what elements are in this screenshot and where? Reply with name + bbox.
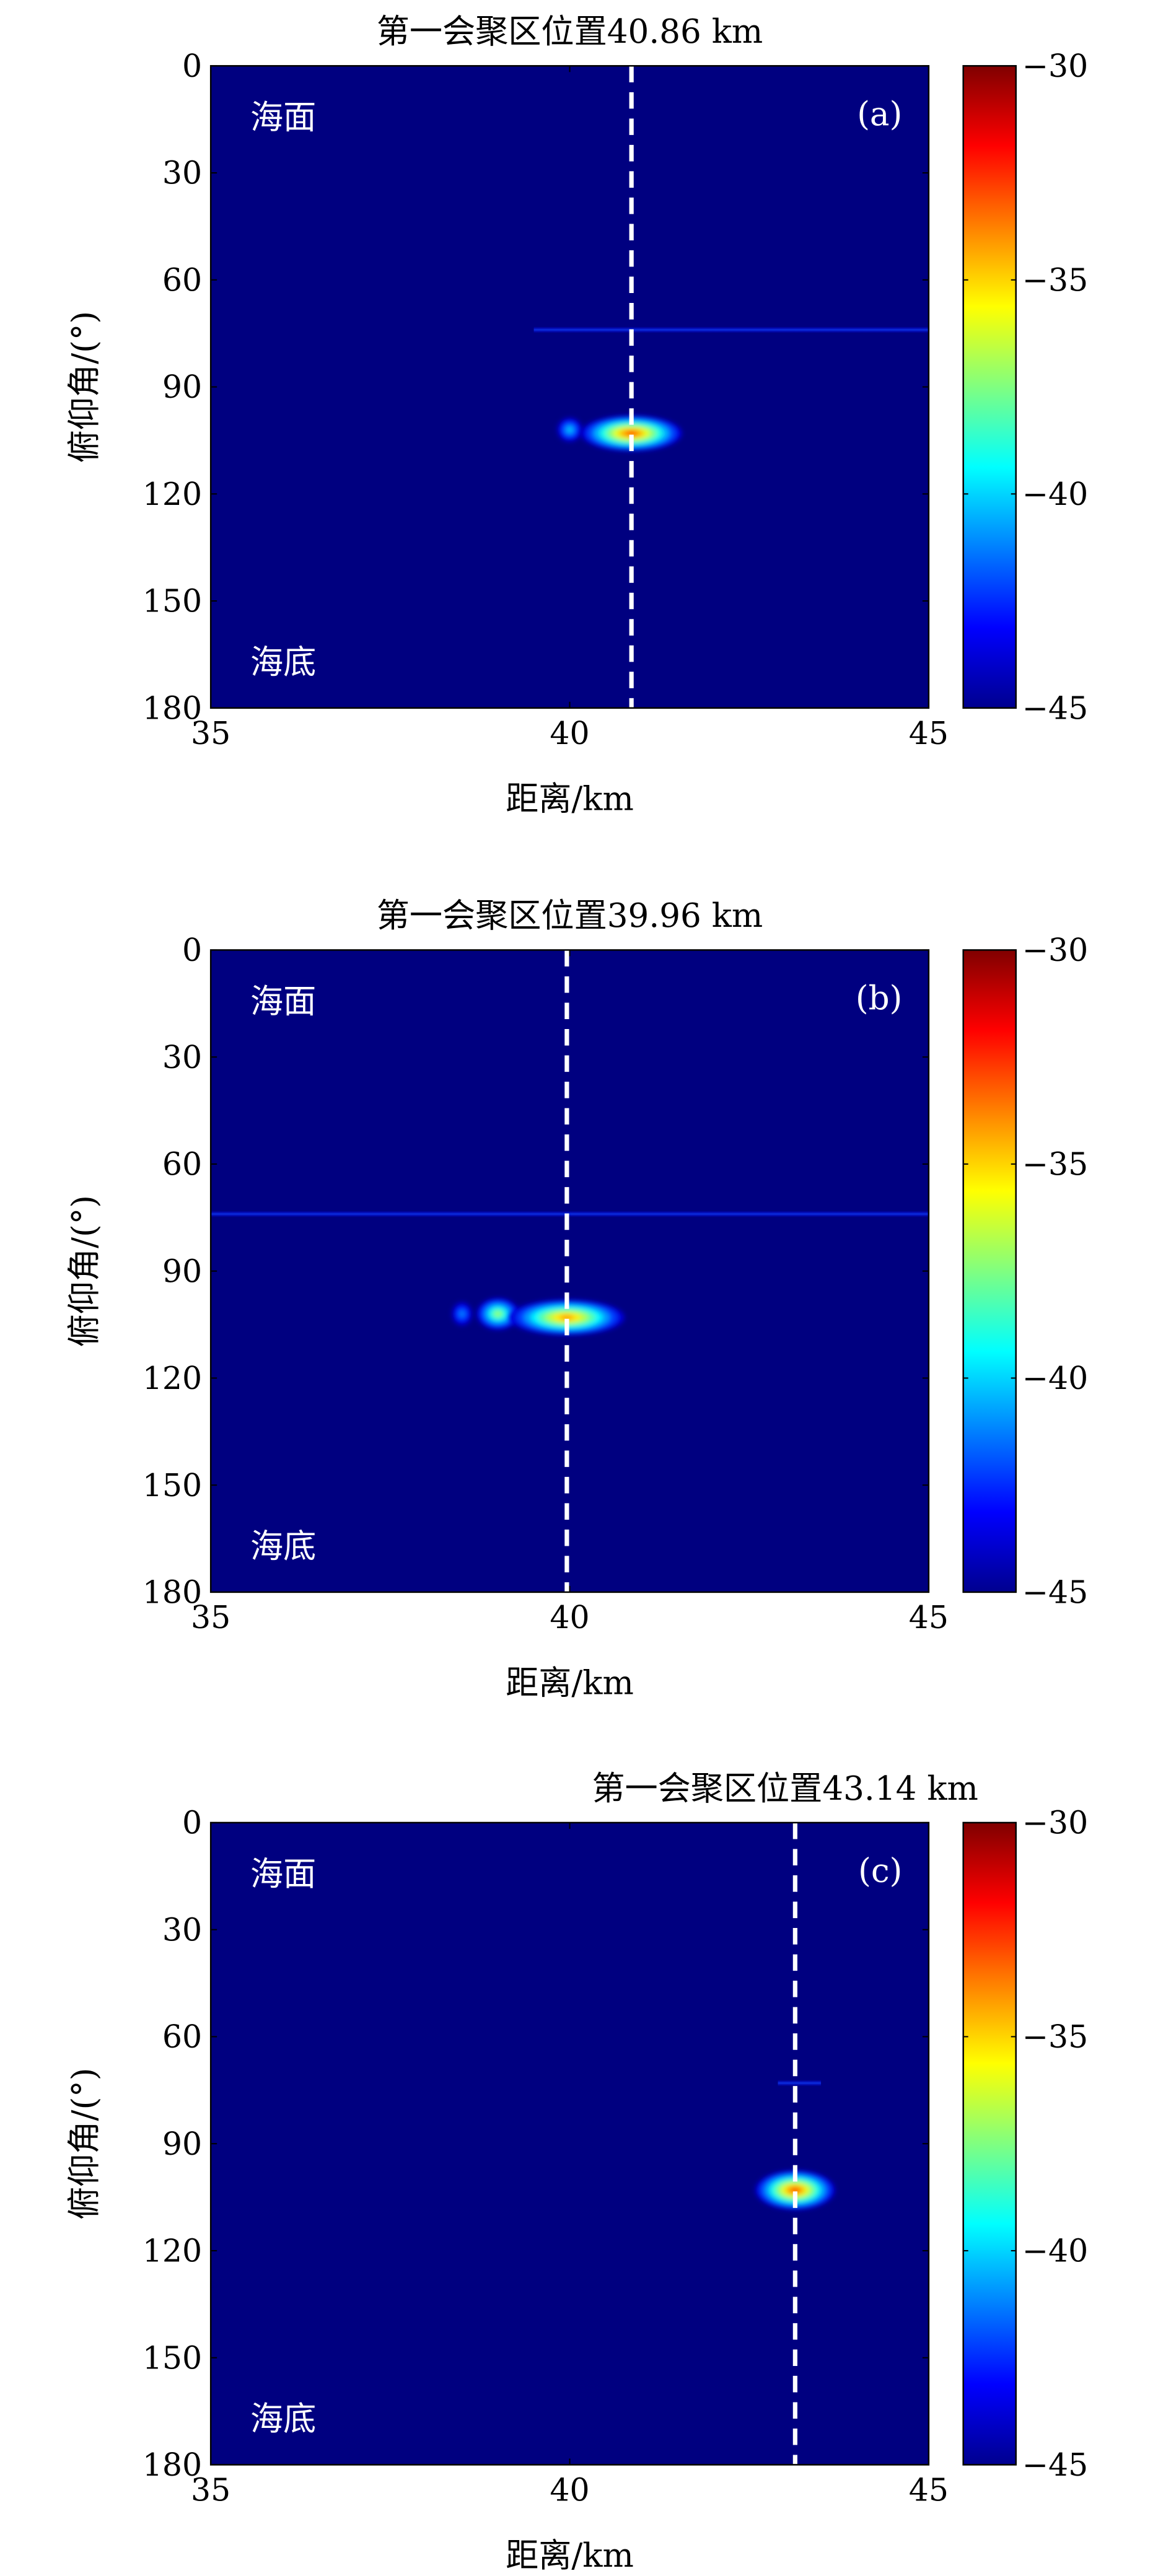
panel-label: (a) [857, 95, 902, 133]
y-tick-label: 150 [143, 583, 202, 620]
y-tick-label: 120 [143, 1360, 202, 1396]
chart-title: 第一会聚区位置40.86 km [377, 12, 763, 51]
heatmap-blob-0 [755, 2170, 835, 2210]
colorbar-tick-label: −45 [1022, 2447, 1089, 2483]
colorbar-tick-label: −40 [1022, 2233, 1089, 2269]
colorbar-tick-label: −30 [1022, 932, 1089, 968]
heatmap-band-0 [211, 1211, 929, 1217]
x-tick-label: 45 [909, 2471, 949, 2508]
blob-level [559, 1315, 574, 1320]
colorbar-tick-label: −30 [1022, 1805, 1089, 1841]
colorbar-tick-label: −30 [1022, 48, 1089, 84]
sea-bottom-label: 海底 [250, 643, 316, 681]
y-tick-label: 120 [143, 476, 202, 512]
colorbar [962, 65, 1017, 709]
heatmap-blob-0 [451, 1301, 473, 1326]
sea-surface-label: 海面 [250, 1855, 316, 1893]
y-axis-label: 俯仰角/(°) [65, 2068, 103, 2220]
blob-level [790, 2188, 800, 2193]
x-axis-label: 距离/km [506, 2536, 634, 2575]
blob-level [460, 1312, 463, 1316]
x-tick-label: 45 [909, 715, 949, 751]
blob-level [625, 431, 638, 436]
colorbar-tick-label: −45 [1022, 1574, 1089, 1611]
y-tick-label: 60 [162, 1146, 202, 1183]
y-tick-label: 30 [162, 155, 202, 191]
y-axis-label: 俯仰角/(°) [65, 311, 103, 463]
colorbar-tick-label: −35 [1022, 261, 1089, 298]
x-tick-label: 35 [191, 715, 230, 751]
sea-bottom-label: 海底 [250, 1527, 316, 1566]
heatmap-area [533, 66, 929, 708]
y-tick-label: 30 [162, 1911, 202, 1948]
sea-surface-label: 海面 [250, 982, 316, 1020]
y-tick-label: 0 [182, 48, 202, 84]
blob-level [568, 428, 572, 432]
y-tick-label: 0 [182, 1805, 202, 1841]
x-axis-label: 距离/km [506, 780, 634, 818]
sea-bottom-label: 海底 [250, 2400, 316, 2438]
y-tick-label: 90 [162, 1253, 202, 1289]
chart-title: 第一会聚区位置39.96 km [377, 896, 763, 935]
heatmap-band-0 [533, 326, 929, 333]
heatmap-blob-1 [581, 415, 682, 452]
y-tick-label: 120 [143, 2233, 202, 2269]
y-tick-label: 60 [162, 261, 202, 298]
panel-label: (c) [858, 1852, 902, 1890]
x-axis-label: 距离/km [506, 1664, 634, 1702]
panel-label: (b) [856, 979, 902, 1017]
y-tick-label: 150 [143, 2339, 202, 2376]
x-tick-label: 40 [550, 1599, 589, 1636]
heatmap-blob-2 [509, 1299, 625, 1336]
y-tick-label: 60 [162, 2018, 202, 2055]
colorbar-tick-label: −40 [1022, 476, 1089, 512]
y-tick-label: 30 [162, 1039, 202, 1076]
heatmap-blob-1 [476, 1297, 520, 1330]
heatmap-area [755, 1822, 835, 2465]
colorbar-tick-label: −35 [1022, 2018, 1089, 2055]
y-tick-label: 0 [182, 932, 202, 968]
y-tick-label: 180 [143, 1574, 202, 1611]
y-tick-label: 150 [143, 1467, 202, 1504]
heatmap-background [211, 66, 929, 708]
x-tick-label: 35 [191, 1599, 230, 1636]
heatmap-blob-0 [556, 417, 583, 442]
x-tick-label: 40 [550, 715, 589, 751]
colorbar-tick-label: −35 [1022, 1146, 1089, 1183]
x-tick-label: 35 [191, 2471, 230, 2508]
y-axis-label: 俯仰角/(°) [65, 1195, 103, 1347]
x-tick-label: 40 [550, 2471, 589, 2508]
heatmap-background [211, 1822, 929, 2465]
heatmap-area [211, 950, 929, 1592]
heatmap-band-0 [778, 2079, 822, 2087]
colorbar [962, 949, 1017, 1593]
heatmap-background [211, 950, 929, 1592]
colorbar [962, 1821, 1017, 2466]
colorbar-tick-label: −40 [1022, 1360, 1089, 1396]
blob-level [495, 1312, 501, 1316]
colorbar-tick-label: −45 [1022, 690, 1089, 726]
sea-surface-label: 海面 [250, 98, 316, 136]
y-tick-label: 180 [143, 2447, 202, 2483]
y-tick-label: 90 [162, 369, 202, 405]
y-tick-label: 90 [162, 2126, 202, 2162]
y-tick-label: 180 [143, 690, 202, 726]
chart-title: 第一会聚区位置43.14 km [592, 1769, 978, 1808]
x-tick-label: 45 [909, 1599, 949, 1636]
